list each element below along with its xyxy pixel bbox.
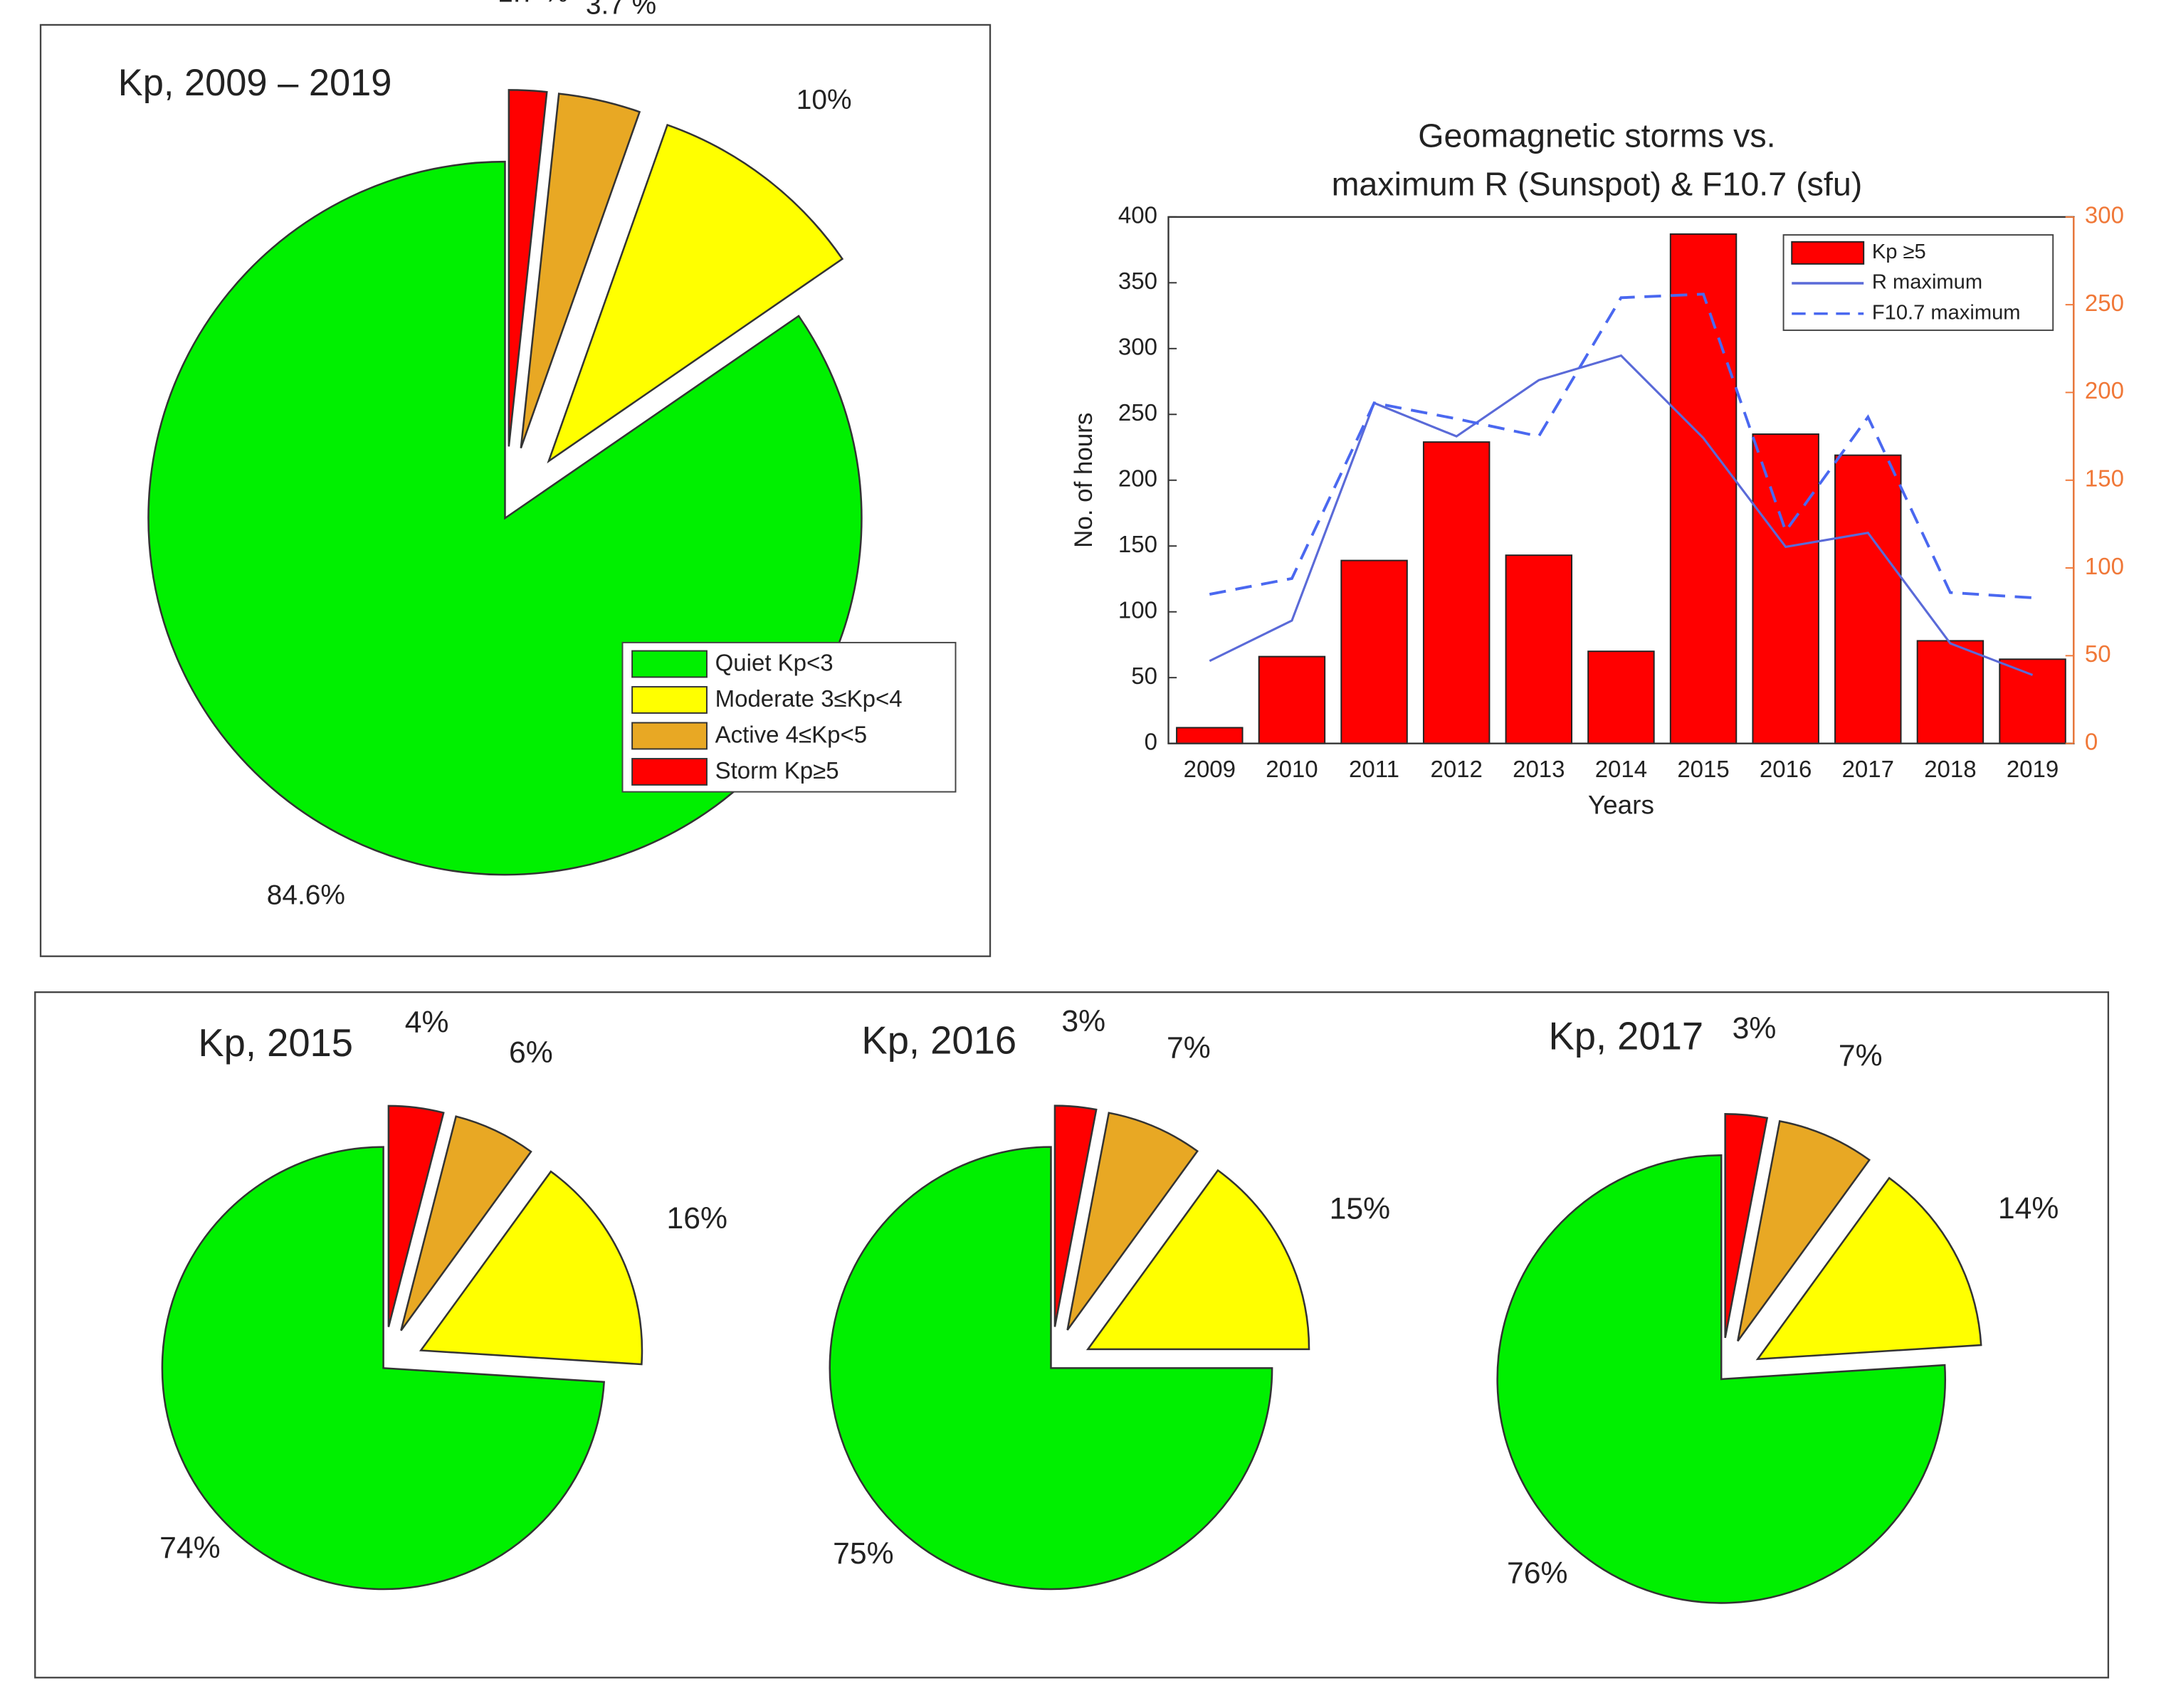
y2-tick-label: 200 <box>2085 377 2124 404</box>
line-series <box>1209 292 2033 599</box>
bar <box>1505 554 1573 744</box>
slice-label: 15% <box>1330 1192 1390 1226</box>
y-tick-label: 250 <box>1118 399 1157 426</box>
x-tick-label: 2018 <box>1924 756 1976 782</box>
x-tick-label: 2009 <box>1184 756 1236 782</box>
y2-tick-label: 150 <box>2085 465 2124 491</box>
chart-title: Kp, 2009 – 2019 <box>118 63 392 104</box>
chart-title: maximum R (Sunspot) & F10.7 (sfu) <box>1332 165 1863 202</box>
legend-swatch <box>631 650 708 678</box>
pie-slice <box>1737 1119 1871 1342</box>
slice-label: 3% <box>1733 1011 1777 1045</box>
pie-slice <box>1053 1105 1098 1327</box>
legend-label: Active 4≤Kp<5 <box>715 722 868 748</box>
x-tick-label: 2017 <box>1842 756 1894 782</box>
x-tick-label: 2010 <box>1266 756 1318 782</box>
x-axis-label: Years <box>1588 791 1654 820</box>
y-tick-label: 0 <box>1145 728 1157 754</box>
slice-label: 3.7 % <box>586 0 656 20</box>
legend-swatch <box>631 686 708 714</box>
legend-label: Storm Kp≥5 <box>715 757 839 784</box>
y-tick-label: 100 <box>1118 596 1157 623</box>
y-tick-label: 50 <box>1131 663 1157 689</box>
pie-slice <box>508 89 548 447</box>
legend-label: Moderate 3≤Kp<4 <box>715 685 903 712</box>
slice-label: 4% <box>405 1005 449 1039</box>
legend-label: Quiet Kp<3 <box>715 650 834 676</box>
chart-title: Kp, 2016 <box>861 1018 1016 1062</box>
bar <box>1340 559 1408 744</box>
slice-label: 6% <box>509 1035 553 1070</box>
legend-swatch <box>631 722 708 750</box>
chart-title: Kp, 2015 <box>198 1021 353 1065</box>
y2-tick-label: 100 <box>2085 553 2124 579</box>
x-tick-label: 2011 <box>1349 756 1399 782</box>
bar <box>1999 658 2066 744</box>
x-tick-label: 2012 <box>1430 756 1482 782</box>
slice-label: 84.6% <box>267 880 345 911</box>
pie-slice <box>547 123 844 464</box>
panel-frame <box>34 991 2110 1679</box>
x-tick-label: 2016 <box>1760 756 1812 782</box>
y2-tick-label: 50 <box>2085 640 2111 667</box>
pie-slice <box>1755 1176 1982 1361</box>
legend-swatch <box>631 758 708 786</box>
legend-label: F10.7 maximum <box>1872 301 2021 324</box>
pie-slice <box>400 1115 532 1332</box>
legend-label: R maximum <box>1872 271 1982 294</box>
y-tick-label: 400 <box>1118 202 1157 228</box>
y-axis-label: No. of hours <box>1070 413 1098 548</box>
y2-tick-label: 0 <box>2085 728 2098 754</box>
pie-slice <box>1086 1169 1310 1351</box>
x-tick-label: 2013 <box>1513 756 1565 782</box>
bar <box>1422 441 1491 744</box>
line-series <box>1209 354 2034 676</box>
pie-slice <box>387 1105 445 1327</box>
bar <box>1587 650 1655 744</box>
slice-label: 7% <box>1839 1038 1883 1072</box>
pie-slice <box>1724 1113 1769 1339</box>
slice-label: 1.7 % <box>498 0 568 8</box>
slice-label: 75% <box>833 1536 893 1571</box>
slice-label: 76% <box>1507 1556 1567 1590</box>
slice-label: 10% <box>797 85 852 115</box>
y-tick-label: 150 <box>1118 531 1157 557</box>
chart-title: Geomagnetic storms vs. <box>1418 117 1775 154</box>
bar <box>1834 454 1902 744</box>
pie-slice <box>161 1146 606 1591</box>
x-tick-label: 2019 <box>2007 756 2059 782</box>
y2-tick-label: 300 <box>2085 202 2124 228</box>
bar <box>1916 640 1985 744</box>
pie-slice <box>1496 1154 1946 1604</box>
panel-frame <box>39 23 992 957</box>
legend-label: Kp ≥5 <box>1872 241 1926 263</box>
bar <box>1752 433 1819 744</box>
y2-tick-label: 250 <box>2085 290 2124 316</box>
bar <box>1669 233 1738 744</box>
pie-slice <box>1066 1112 1199 1331</box>
y-tick-label: 200 <box>1118 465 1157 491</box>
bar <box>1258 655 1326 744</box>
slice-label: 74% <box>159 1531 220 1565</box>
chart-title: Kp, 2017 <box>1548 1015 1703 1058</box>
slice-label: 16% <box>666 1201 727 1235</box>
pie-slice <box>829 1146 1273 1591</box>
slice-label: 14% <box>1998 1191 2059 1225</box>
y-tick-label: 350 <box>1118 268 1157 294</box>
x-tick-label: 2014 <box>1595 756 1647 782</box>
legend-swatch <box>1791 241 1865 265</box>
y-tick-label: 300 <box>1118 334 1157 360</box>
x-tick-label: 2015 <box>1677 756 1729 782</box>
slice-label: 3% <box>1061 1004 1105 1038</box>
pie-slice <box>419 1170 643 1366</box>
slice-label: 7% <box>1167 1031 1211 1065</box>
bar <box>1176 727 1244 744</box>
pie-slice <box>520 93 641 449</box>
